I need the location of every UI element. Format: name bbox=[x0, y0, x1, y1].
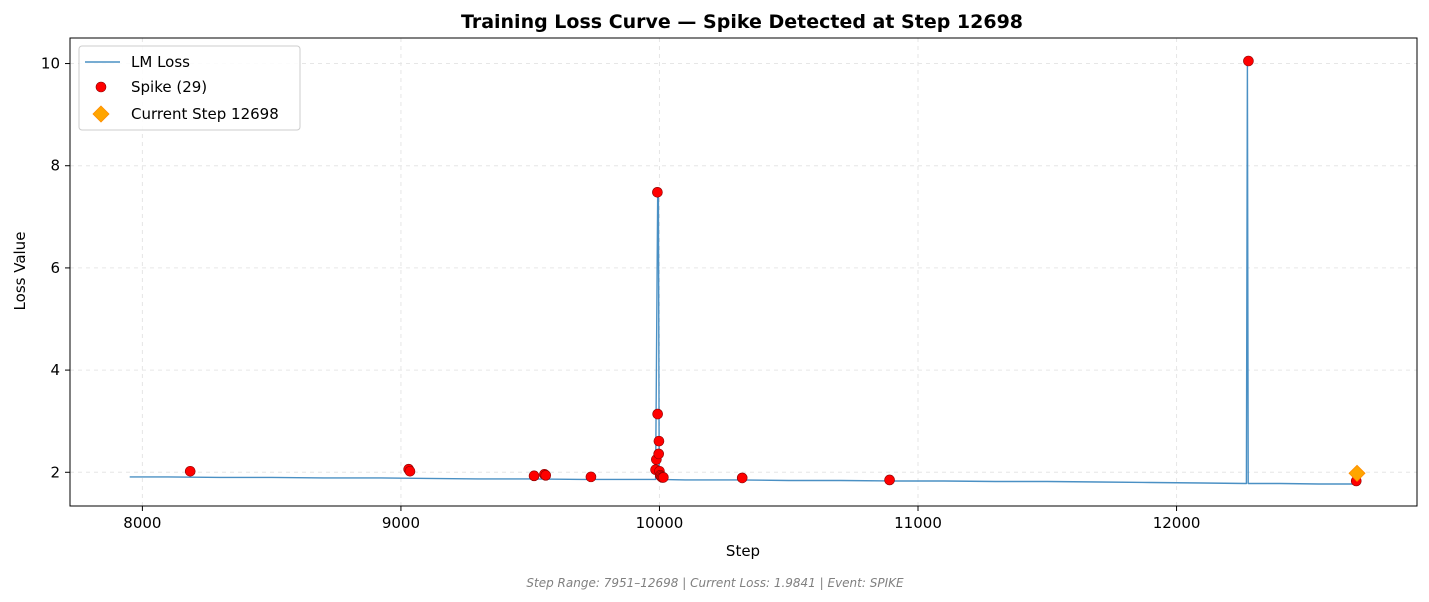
spike-points-layer bbox=[185, 56, 1361, 486]
spike-point bbox=[654, 436, 664, 446]
spike-point bbox=[737, 473, 747, 483]
legend: LM Loss Spike (29) Current Step 12698 bbox=[79, 46, 300, 130]
y-tick-label: 2 bbox=[50, 463, 60, 481]
legend-entry-current-step: Current Step 12698 bbox=[131, 105, 279, 123]
x-tick-label: 10000 bbox=[636, 514, 684, 532]
x-axis-label: Step bbox=[726, 542, 760, 560]
x-tick-label: 8000 bbox=[123, 514, 161, 532]
y-tick-label: 10 bbox=[41, 55, 60, 73]
y-tick-label: 8 bbox=[50, 157, 60, 175]
loss-line-layer bbox=[130, 61, 1357, 484]
spike-point bbox=[529, 471, 539, 481]
legend-entry-spike: Spike (29) bbox=[131, 78, 207, 96]
x-tick-label: 12000 bbox=[1153, 514, 1201, 532]
spike-point bbox=[653, 409, 663, 419]
y-tick-label: 4 bbox=[50, 361, 60, 379]
legend-entry-lm-loss: LM Loss bbox=[131, 53, 190, 71]
spike-point bbox=[1243, 56, 1253, 66]
spike-point bbox=[658, 472, 668, 482]
spike-point bbox=[185, 466, 195, 476]
spike-point bbox=[885, 475, 895, 485]
spike-point bbox=[654, 449, 664, 459]
spike-point bbox=[541, 470, 551, 480]
spike-point bbox=[405, 466, 415, 476]
x-tick-label: 9000 bbox=[382, 514, 420, 532]
x-tick-label: 11000 bbox=[894, 514, 942, 532]
footer-summary: Step Range: 7951–12698 | Current Loss: 1… bbox=[526, 576, 904, 590]
spike-point bbox=[586, 472, 596, 482]
y-tick-label: 6 bbox=[50, 259, 60, 277]
legend-spike-swatch bbox=[96, 82, 106, 92]
lm-loss-line bbox=[130, 61, 1357, 484]
spike-point bbox=[652, 187, 662, 197]
y-axis-label: Loss Value bbox=[11, 232, 29, 311]
chart-title: Training Loss Curve — Spike Detected at … bbox=[461, 11, 1023, 33]
